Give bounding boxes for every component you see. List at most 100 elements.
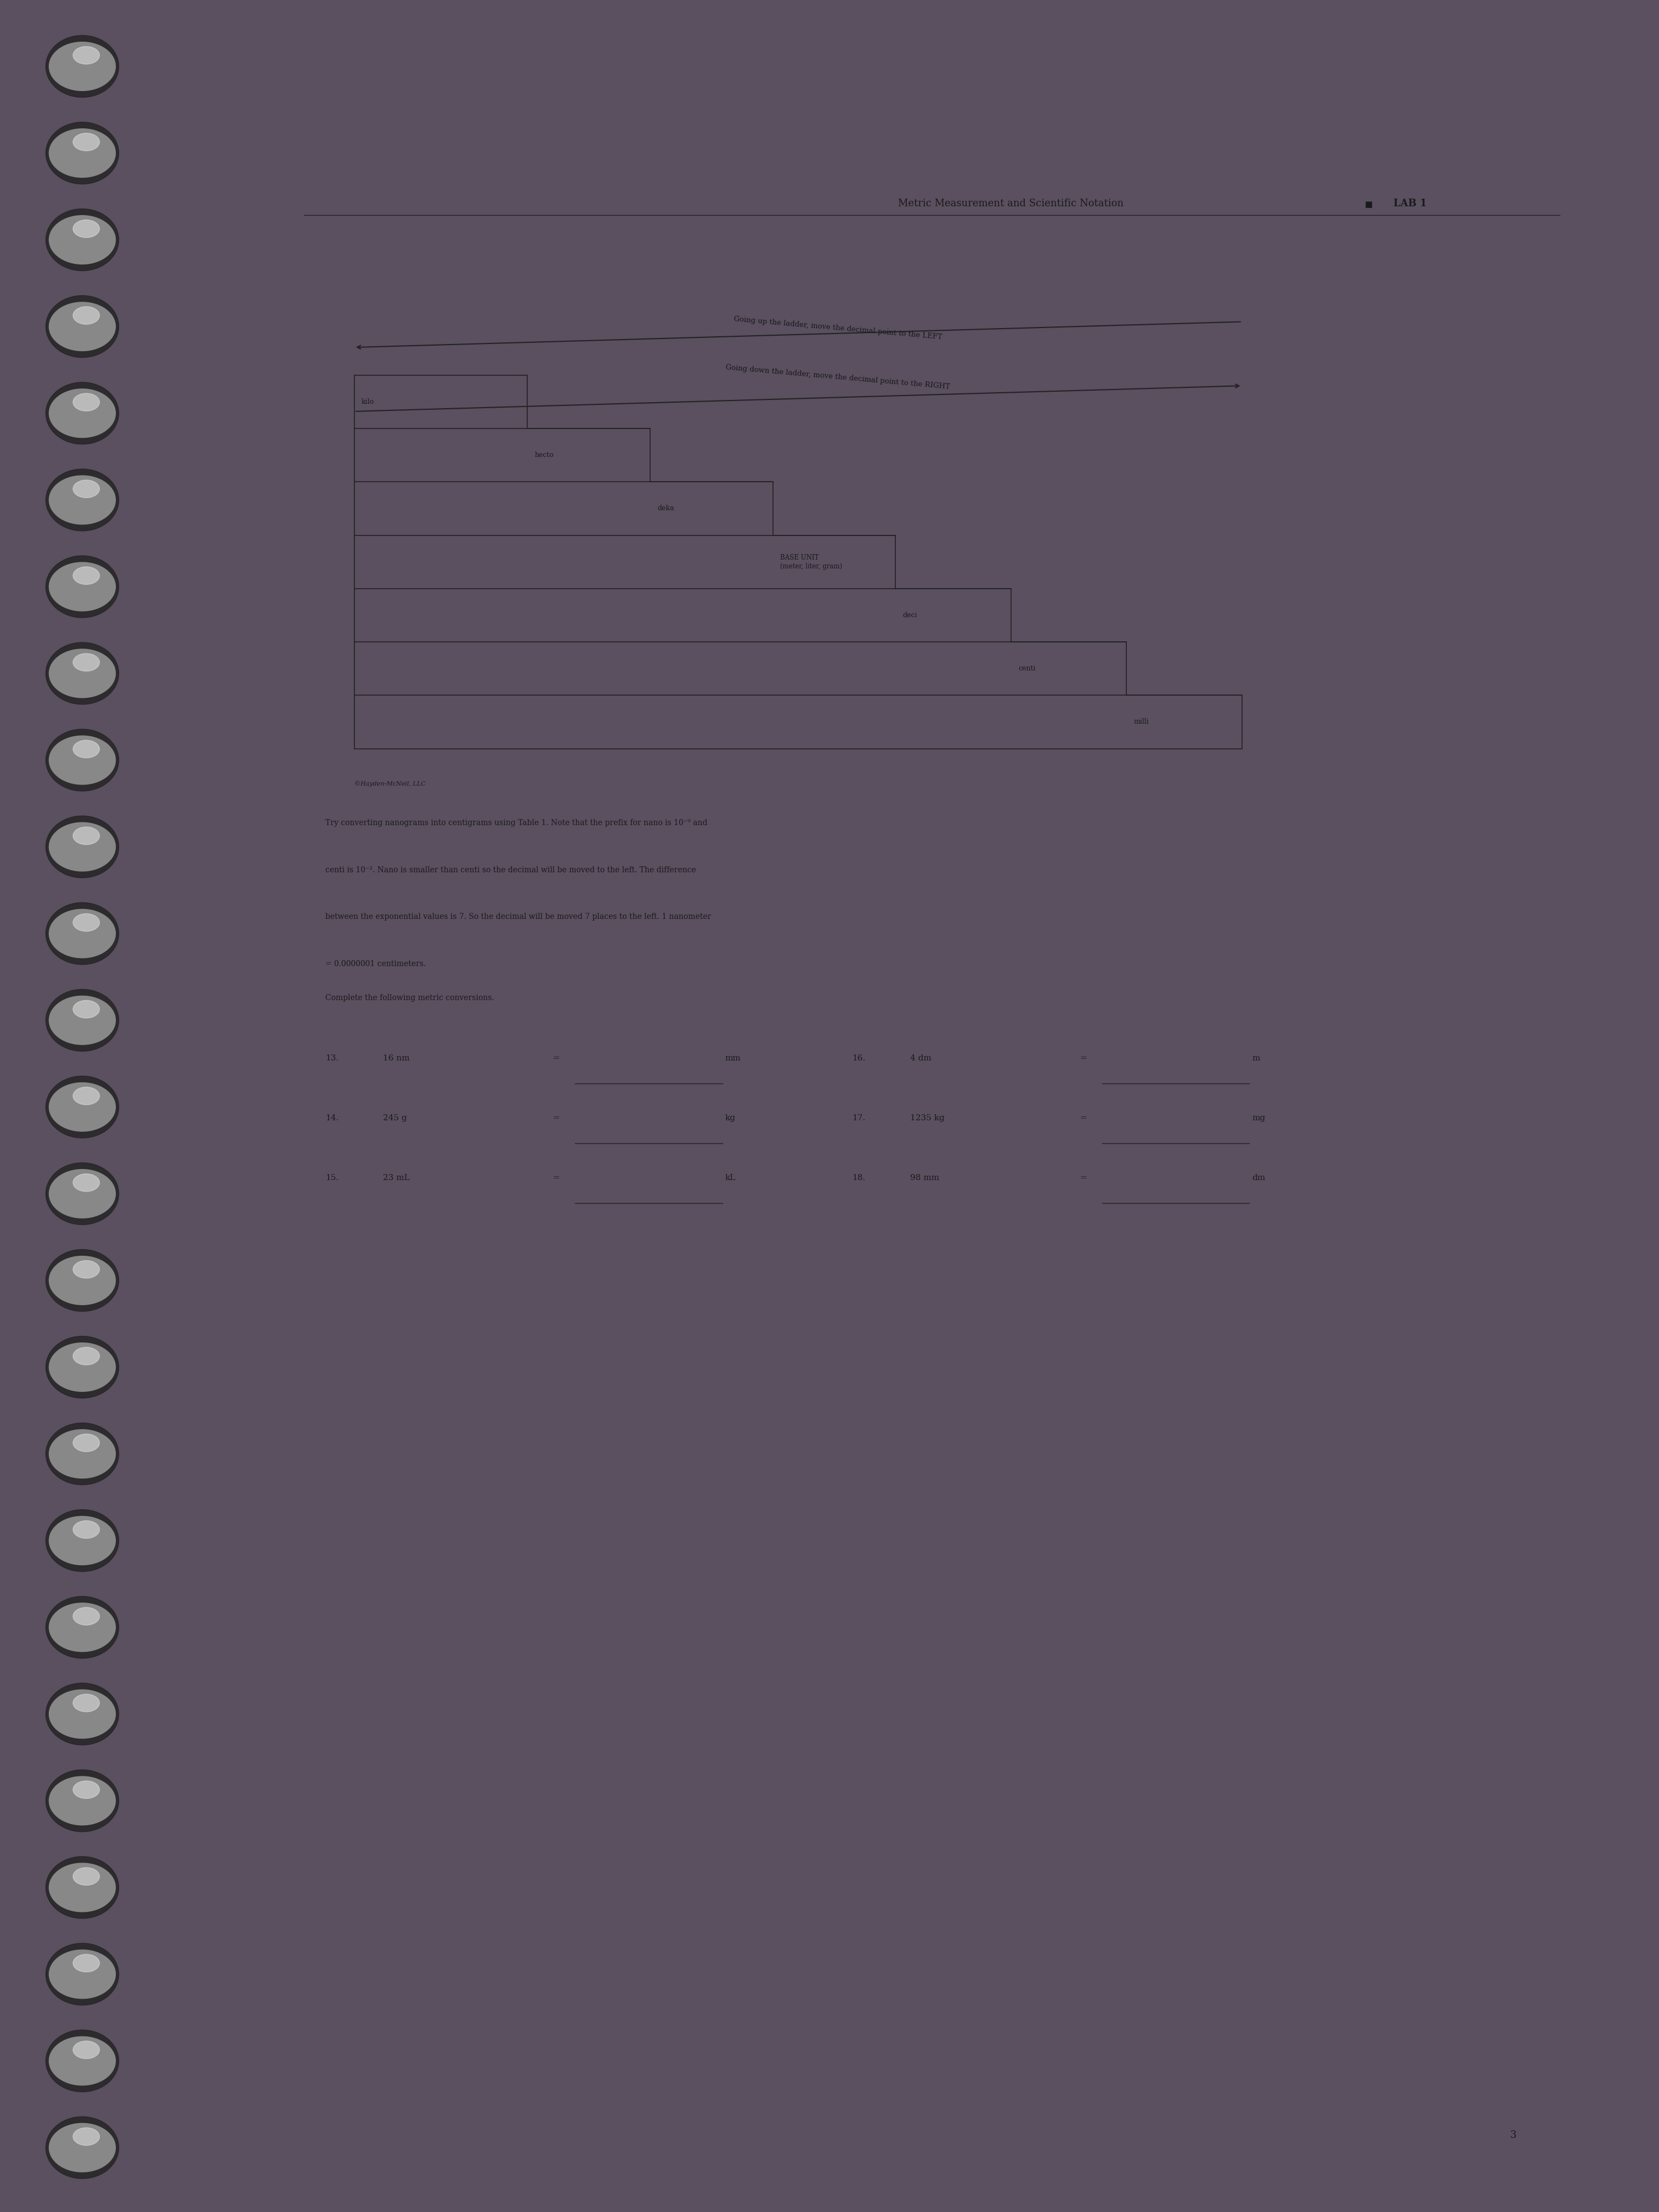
Ellipse shape <box>50 128 116 177</box>
Ellipse shape <box>50 476 116 524</box>
Ellipse shape <box>73 219 100 237</box>
Ellipse shape <box>73 741 100 759</box>
Ellipse shape <box>73 1261 100 1279</box>
Ellipse shape <box>73 827 100 845</box>
Ellipse shape <box>46 2031 119 2093</box>
Ellipse shape <box>50 1776 116 1825</box>
Ellipse shape <box>46 1597 119 1659</box>
Ellipse shape <box>50 995 116 1044</box>
Text: 4 dm: 4 dm <box>909 1055 931 1062</box>
Text: ©Hayden-McNeil, LLC: ©Hayden-McNeil, LLC <box>355 781 425 787</box>
Text: dm: dm <box>1253 1175 1266 1181</box>
Text: kL: kL <box>725 1175 737 1181</box>
Text: =: = <box>552 1175 559 1181</box>
Text: BASE UNIT
(meter, liter, gram): BASE UNIT (meter, liter, gram) <box>780 553 843 571</box>
Ellipse shape <box>50 648 116 697</box>
Text: centi: centi <box>1019 666 1035 672</box>
Ellipse shape <box>46 1164 119 1225</box>
Ellipse shape <box>50 909 116 958</box>
Text: = 0.0000001 centimeters.: = 0.0000001 centimeters. <box>325 960 426 967</box>
Text: 18.: 18. <box>853 1175 866 1181</box>
Ellipse shape <box>73 1000 100 1018</box>
Text: 15.: 15. <box>325 1175 338 1181</box>
Ellipse shape <box>46 2117 119 2179</box>
Ellipse shape <box>50 1429 116 1478</box>
Ellipse shape <box>46 296 119 358</box>
Ellipse shape <box>46 35 119 97</box>
Ellipse shape <box>73 307 100 325</box>
Text: LAB 1: LAB 1 <box>1394 199 1427 208</box>
Ellipse shape <box>50 1863 116 1911</box>
Ellipse shape <box>46 730 119 792</box>
Ellipse shape <box>73 1175 100 1192</box>
Ellipse shape <box>50 562 116 611</box>
Ellipse shape <box>46 1336 119 1398</box>
Text: 3: 3 <box>1510 2130 1516 2141</box>
Ellipse shape <box>73 914 100 931</box>
Ellipse shape <box>50 737 116 785</box>
Ellipse shape <box>46 555 119 617</box>
Ellipse shape <box>50 1082 116 1130</box>
Ellipse shape <box>73 1781 100 1798</box>
Ellipse shape <box>73 1608 100 1626</box>
Text: 17.: 17. <box>853 1115 866 1121</box>
Ellipse shape <box>73 480 100 498</box>
Text: Going up the ladder, move the decimal point to the LEFT: Going up the ladder, move the decimal po… <box>733 316 942 341</box>
Text: 1235 kg: 1235 kg <box>909 1115 944 1121</box>
Text: =: = <box>552 1115 559 1121</box>
Ellipse shape <box>46 208 119 270</box>
Ellipse shape <box>50 42 116 91</box>
Ellipse shape <box>73 1086 100 1104</box>
Ellipse shape <box>50 2037 116 2086</box>
Ellipse shape <box>46 1942 119 2004</box>
Ellipse shape <box>73 46 100 64</box>
Ellipse shape <box>50 389 116 438</box>
Ellipse shape <box>50 823 116 872</box>
Ellipse shape <box>73 1520 100 1537</box>
Text: 16 nm: 16 nm <box>383 1055 410 1062</box>
Ellipse shape <box>46 902 119 964</box>
Text: =: = <box>552 1055 559 1062</box>
Ellipse shape <box>46 1075 119 1137</box>
Text: 13.: 13. <box>325 1055 338 1062</box>
Ellipse shape <box>50 215 116 263</box>
Text: kg: kg <box>725 1115 735 1121</box>
Ellipse shape <box>73 394 100 411</box>
Ellipse shape <box>73 653 100 670</box>
Ellipse shape <box>46 122 119 184</box>
Ellipse shape <box>73 2128 100 2146</box>
Ellipse shape <box>50 1515 116 1564</box>
Text: Metric Measurement and Scientific Notation: Metric Measurement and Scientific Notati… <box>898 199 1123 208</box>
Ellipse shape <box>46 1422 119 1484</box>
Ellipse shape <box>46 1770 119 1832</box>
Ellipse shape <box>50 2124 116 2172</box>
Text: mm: mm <box>725 1055 742 1062</box>
Text: 98 mm: 98 mm <box>909 1175 939 1181</box>
Ellipse shape <box>73 133 100 150</box>
Text: =: = <box>1080 1115 1087 1121</box>
Text: kilo: kilo <box>362 398 375 405</box>
Text: deci: deci <box>902 613 917 619</box>
Ellipse shape <box>50 1256 116 1305</box>
Ellipse shape <box>73 566 100 584</box>
Text: Complete the following metric conversions.: Complete the following metric conversion… <box>325 993 494 1002</box>
Text: Try converting nanograms into centigrams using Table 1. Note that the prefix for: Try converting nanograms into centigrams… <box>325 818 707 827</box>
Ellipse shape <box>46 1683 119 1745</box>
Text: mg: mg <box>1253 1115 1266 1121</box>
Ellipse shape <box>46 383 119 445</box>
Ellipse shape <box>46 989 119 1051</box>
Ellipse shape <box>46 1856 119 1918</box>
Text: 16.: 16. <box>853 1055 866 1062</box>
Ellipse shape <box>73 1433 100 1451</box>
Ellipse shape <box>50 1690 116 1739</box>
Ellipse shape <box>73 2042 100 2059</box>
Ellipse shape <box>73 1867 100 1885</box>
Ellipse shape <box>46 641 119 703</box>
Text: milli: milli <box>1133 719 1150 726</box>
Ellipse shape <box>50 1949 116 1997</box>
Ellipse shape <box>73 1347 100 1365</box>
Ellipse shape <box>50 303 116 352</box>
Text: m: m <box>1253 1055 1259 1062</box>
Ellipse shape <box>50 1170 116 1219</box>
Ellipse shape <box>46 1509 119 1571</box>
